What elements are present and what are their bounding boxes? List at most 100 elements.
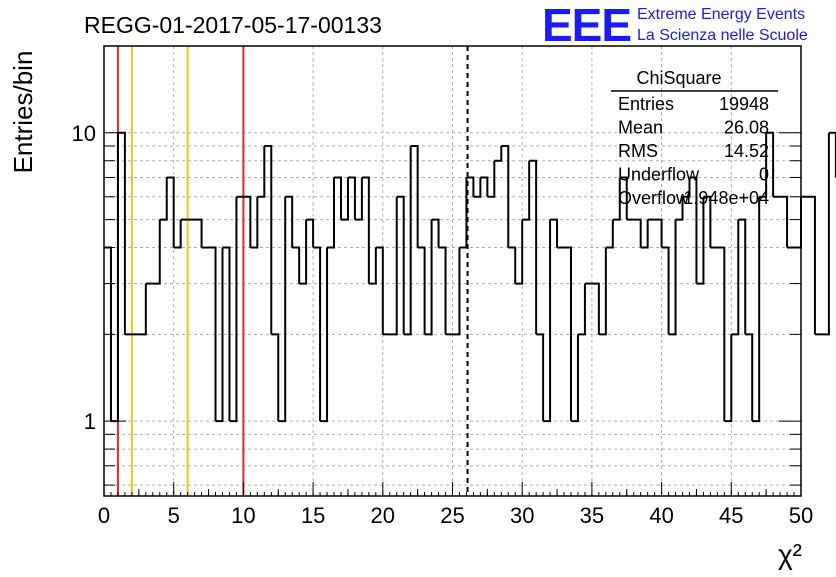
- histogram-bin: [578, 284, 585, 335]
- histogram-bin: [257, 146, 264, 197]
- stats-label: Overflow: [618, 188, 690, 208]
- histogram-bin: [752, 197, 759, 421]
- histogram-bin: [550, 220, 557, 248]
- histogram-bin: [480, 177, 487, 196]
- histogram-bin: [522, 161, 529, 220]
- histogram-bin: [606, 220, 613, 248]
- stats-label: RMS: [618, 141, 658, 161]
- histogram-bin: [459, 177, 466, 247]
- histogram-bin: [341, 177, 348, 219]
- histogram-bin: [229, 197, 236, 421]
- histogram-bin: [829, 133, 836, 178]
- histogram-bin: [634, 220, 641, 248]
- histogram-bin: [160, 177, 167, 219]
- histogram-bin: [299, 220, 306, 284]
- x-tick-label: 15: [301, 503, 325, 528]
- x-tick-label: 0: [98, 503, 110, 528]
- histogram-bin: [153, 220, 160, 284]
- histogram-bin: [571, 334, 578, 421]
- histogram: [104, 133, 836, 421]
- histogram-bin: [745, 334, 752, 421]
- stats-value: 26.08: [724, 118, 769, 138]
- x-axis-label: χ²: [778, 539, 802, 570]
- histogram-bin: [306, 220, 313, 248]
- histogram-bin: [397, 197, 404, 335]
- stats-value: 0: [759, 165, 769, 185]
- histogram-bin: [822, 133, 829, 335]
- histogram-bin: [118, 133, 125, 335]
- histogram-bin: [271, 334, 278, 421]
- histogram-bin: [655, 220, 662, 248]
- histogram-bin: [250, 197, 257, 248]
- histogram-bin: [334, 177, 341, 219]
- histogram-bin: [362, 177, 369, 283]
- histogram-bin: [292, 248, 299, 284]
- histogram-bin: [808, 197, 815, 335]
- histogram-bin: [139, 284, 146, 335]
- histogram-bin: [453, 248, 460, 335]
- stats-box: ChiSquare Entries 19948 Mean 26.08 RMS 14.52 U…: [611, 68, 778, 208]
- histogram-bin: [641, 220, 648, 248]
- histogram-bin: [278, 197, 285, 421]
- histogram-bin: [111, 133, 118, 421]
- x-tick-label: 10: [231, 503, 255, 528]
- x-tick-label: 45: [719, 503, 743, 528]
- cut-lines: [118, 46, 468, 496]
- stats-value: 19948: [719, 94, 769, 114]
- histogram-bin: [167, 177, 174, 247]
- y-tick-label: 1: [84, 409, 96, 434]
- histogram-bin: [592, 284, 599, 335]
- histogram-bin: [696, 197, 703, 284]
- histogram-bin: [487, 161, 494, 197]
- histogram-bin: [390, 197, 397, 335]
- histogram-bin: [264, 146, 271, 334]
- histogram-bin: [669, 220, 676, 335]
- logo-line-1: Extreme Energy Events: [637, 6, 805, 23]
- histogram-bin: [473, 177, 480, 196]
- y-axis-label: Entries/bin: [8, 51, 38, 174]
- histogram-bin: [536, 334, 543, 421]
- histogram-bin: [662, 248, 669, 335]
- histogram-bin: [439, 248, 446, 335]
- x-tick-label: 35: [580, 503, 604, 528]
- x-tick-label: 20: [371, 503, 395, 528]
- histogram-bin: [780, 197, 787, 248]
- stats-label: Entries: [618, 94, 674, 114]
- histogram-bin: [285, 197, 292, 248]
- histogram-bin: [515, 220, 522, 284]
- histogram-bin: [425, 220, 432, 335]
- histogram-bin: [494, 146, 501, 161]
- stats-value: 1.948e+04: [683, 188, 769, 208]
- histogram-bin: [355, 177, 362, 219]
- x-tick-label: 50: [789, 503, 813, 528]
- logo-line-2: La Scienza nelle Scuole: [637, 27, 808, 44]
- histogram-bin: [348, 177, 355, 219]
- y-tick-label: 10: [72, 121, 96, 146]
- histogram-bin: [418, 248, 425, 335]
- stats-label: Mean: [618, 118, 663, 138]
- histogram-bin: [794, 197, 801, 248]
- stats-title: ChiSquare: [636, 68, 721, 88]
- histogram-bin: [724, 334, 731, 421]
- stats-label: Underflow: [618, 165, 700, 185]
- chart-title: REGG-01-2017-05-17-00133: [84, 12, 382, 38]
- x-tick-label: 5: [168, 503, 180, 528]
- histogram-bin: [508, 248, 515, 284]
- histogram-bin: [195, 220, 202, 248]
- stats-value: 14.52: [724, 141, 769, 161]
- x-tick-label: 25: [440, 503, 464, 528]
- histogram-bin: [174, 220, 181, 248]
- logo-text: EEE: [542, 0, 631, 51]
- histogram-bin: [738, 220, 745, 335]
- x-tick-label: 40: [649, 503, 673, 528]
- histogram-bin: [243, 197, 250, 248]
- histogram-bin: [432, 220, 439, 248]
- histogram-bin: [599, 248, 606, 335]
- histogram-bin: [731, 220, 738, 335]
- histogram-bin: [327, 177, 334, 247]
- histogram-bin: [369, 248, 376, 284]
- histogram-bin: [376, 248, 383, 335]
